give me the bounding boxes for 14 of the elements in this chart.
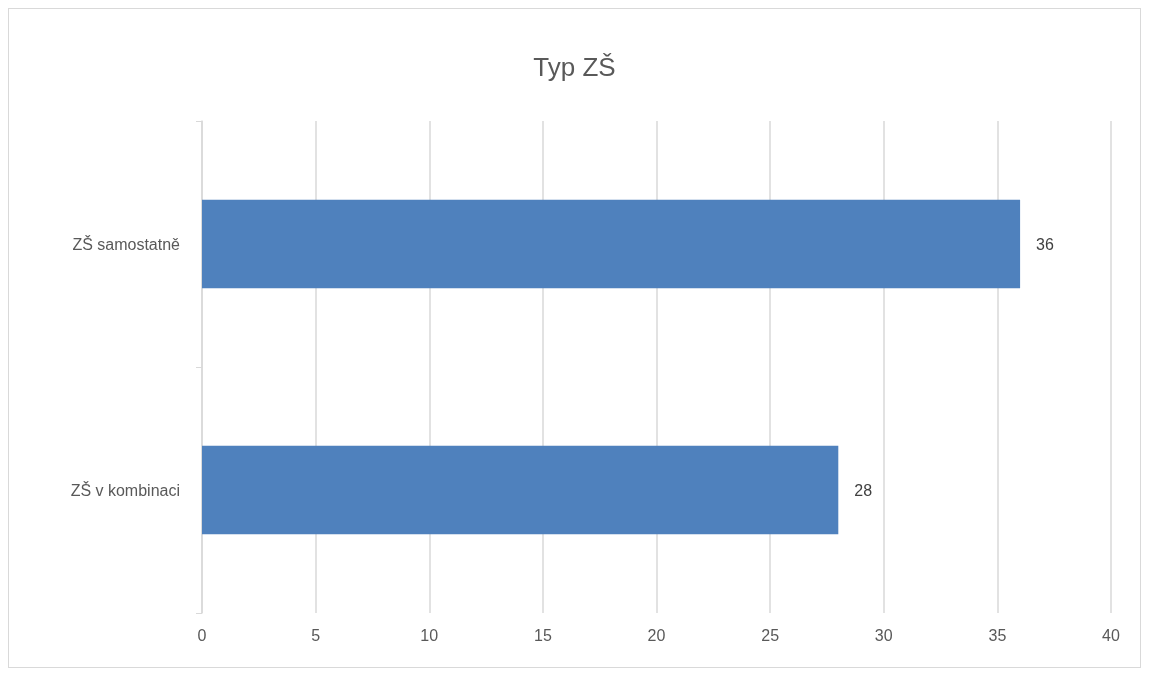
x-tick-label: 0 (197, 626, 207, 644)
x-tick-label: 25 (761, 626, 780, 644)
chart-title: Typ ZŠ (533, 52, 616, 82)
x-tick-label: 30 (874, 626, 893, 644)
x-tick-label: 35 (988, 626, 1007, 644)
y-tick-label: ZŠ samostatně (72, 234, 181, 253)
x-tick-label: 20 (647, 626, 666, 644)
data-label: 36 (1036, 235, 1054, 253)
x-tick-label: 10 (420, 626, 439, 644)
data-label: 28 (854, 481, 873, 499)
x-tick-label: 40 (1102, 626, 1120, 644)
x-tick-label: 15 (533, 626, 552, 644)
x-tick-label: 5 (311, 626, 321, 644)
y-tick-label: ZŠ v kombinaci (70, 480, 180, 499)
